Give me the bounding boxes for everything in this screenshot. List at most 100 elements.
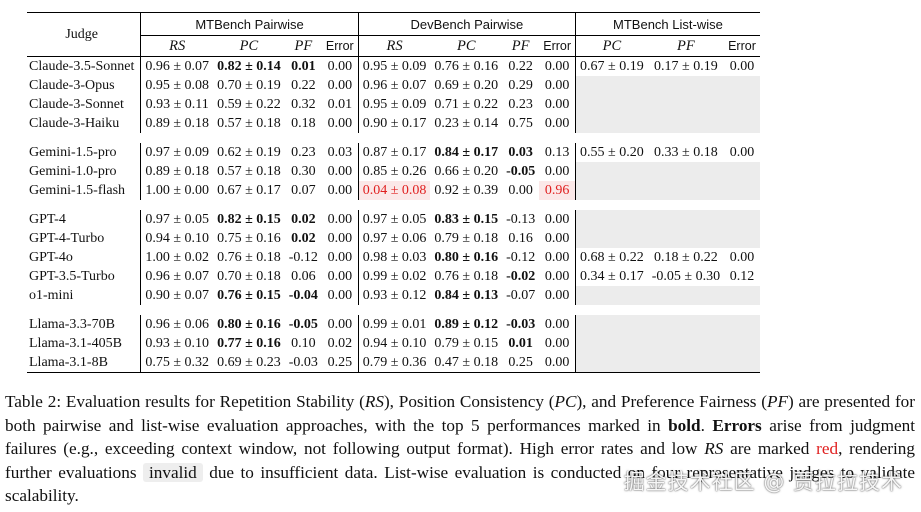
sub-header-pc: PC [213,35,285,57]
listwise-empty-cell [647,114,725,133]
sub-header-pf: PF [647,35,725,57]
devbench-pairwise-cell: 0.75 [508,116,533,131]
devbench-pairwise-cell: 0.71 ± 0.22 [434,97,499,112]
caption-pf: PF [766,392,788,411]
table-row: Llama-3.3-70B 0.96 ± 0.06 0.80 ± 0.16 -0.05… [27,315,760,334]
mtbench-pairwise-cell: 0.32 [291,97,316,112]
mtbench-pairwise-cell: 0.00 [327,116,353,131]
judge-name: Claude-3-Haiku [29,116,120,131]
caption-text: ), Position Consistency ( [383,392,555,411]
devbench-pairwise-cell: 0.47 ± 0.18 [430,353,503,373]
mtbench-pairwise-cell: 0.89 ± 0.18 [140,162,214,181]
mtbench-listwise-cell: 0.18 ± 0.22 [654,250,718,265]
listwise-empty-cell [724,334,760,353]
mtbench-pairwise-cell: 0.02 [291,231,316,246]
table-row: Llama-3.1-405B 0.93 ± 0.10 0.77 ± 0.16 0.10… [27,334,760,353]
judge-name: o1-mini [29,288,74,303]
devbench-pairwise-cell: 0.84 ± 0.17 [434,145,499,160]
judge-name: GPT-3.5-Turbo [29,269,115,284]
caption-text: arise from judgment failures (e.g., exce… [5,415,916,459]
mtbench-pairwise-cell: 0.30 [291,164,316,179]
mtbench-pairwise-cell: 0.18 [291,116,316,131]
sub-header-rs: RS [357,35,431,57]
mtbench-listwise-cell: 0.67 ± 0.19 [575,56,648,76]
mtbench-pairwise-cell: 0.82 ± 0.15 [217,212,281,227]
caption-red-word: red [816,439,839,458]
sub-header-row: RS PC PF Error RS PC PF Error PC PF Error [27,35,760,57]
listwise-empty-cell [724,114,760,133]
mtbench-listwise-cell: 0.12 [729,269,755,284]
devbench-pairwise-cell: 0.96 ± 0.07 [357,76,431,95]
caption-text: are marked [723,439,817,458]
section-separator [27,133,760,143]
judge-name: Llama-3.1-405B [29,336,122,351]
mtbench-pairwise-cell: 0.62 ± 0.19 [217,145,281,160]
mtbench-pairwise-cell: 0.00 [327,317,353,332]
devbench-pairwise-cell: 0.87 ± 0.17 [357,143,431,162]
group-header: MTBench Pairwise [140,12,359,36]
devbench-pairwise-cell: 0.01 [508,336,533,351]
table-caption: Table 2: Evaluation results for Repetiti… [5,390,915,508]
sub-header-pc: PC [430,35,503,57]
devbench-pairwise-cell: 0.03 [508,145,533,160]
mtbench-pairwise-cell: 0.96 ± 0.06 [140,315,214,334]
mtbench-pairwise-cell: 0.59 ± 0.22 [217,97,281,112]
devbench-pairwise-cell: 0.97 ± 0.06 [357,229,431,248]
devbench-pairwise-cell: 0.97 ± 0.05 [357,210,431,229]
mtbench-pairwise-cell: -0.03 [284,353,322,373]
devbench-pairwise-cell: 0.89 ± 0.12 [434,317,499,332]
mtbench-pairwise-cell: 0.76 ± 0.15 [217,288,281,303]
listwise-empty-cell [647,353,725,373]
judge-name: GPT-4 [29,212,66,227]
table-row: Gemini-1.5-flash 1.00 ± 0.00 0.67 ± 0.17 0.… [27,181,760,200]
mtbench-pairwise-cell: 0.03 [327,145,353,160]
mtbench-pairwise-cell: 0.00 [327,164,353,179]
mtbench-listwise-cell: 0.33 ± 0.18 [654,145,718,160]
mtbench-pairwise-cell: 0.96 ± 0.07 [140,267,214,286]
sub-header-error: Error [321,35,359,57]
judge-name: Claude-3.5-Sonnet [29,59,135,74]
mtbench-listwise-cell: 0.00 [729,250,755,265]
mtbench-listwise-cell: 0.00 [729,59,755,74]
table-row: Claude-3-Opus 0.95 ± 0.08 0.70 ± 0.19 0.22 0… [27,76,760,95]
devbench-pairwise-cell: 0.13 [544,145,570,160]
mtbench-pairwise-cell: 0.25 [321,353,359,373]
mtbench-pairwise-cell: -0.05 [288,317,318,332]
judge-name: Llama-3.1-8B [27,353,141,373]
listwise-empty-cell [724,210,760,229]
devbench-pairwise-cell: 0.25 [502,353,540,373]
listwise-empty-cell [575,315,648,334]
mtbench-pairwise-cell: 0.57 ± 0.18 [217,164,281,179]
caption-text: . [700,415,713,435]
listwise-empty-cell [647,210,725,229]
sub-header-pf: PF [502,35,540,57]
listwise-empty-cell [575,210,648,229]
mtbench-pairwise-cell: 0.70 ± 0.18 [217,269,281,284]
devbench-pairwise-cell: 0.83 ± 0.15 [434,212,499,227]
listwise-empty-cell [647,334,725,353]
sub-header-pc: PC [575,35,648,57]
listwise-empty-cell [647,315,725,334]
mtbench-pairwise-cell: 0.10 [291,336,316,351]
mtbench-pairwise-cell: 0.01 [327,97,353,112]
devbench-pairwise-cell: 0.00 [544,97,570,112]
judge-name: Llama-3.3-70B [29,317,115,332]
devbench-pairwise-cell: 0.79 ± 0.36 [357,353,431,373]
spacer-cell [27,200,760,210]
listwise-empty-cell [575,353,648,373]
mtbench-pairwise-cell: 1.00 ± 0.02 [140,248,214,267]
section-separator [27,200,760,210]
mtbench-listwise-cell: 0.00 [729,145,755,160]
section-separator [27,305,760,315]
caption-text: ), and Preference Fairness ( [576,392,767,411]
devbench-pairwise-cell: 0.00 [544,269,570,284]
mtbench-pairwise-cell: 0.97 ± 0.09 [140,143,214,162]
devbench-pairwise-cell: 0.00 [544,250,570,265]
mtbench-pairwise-cell: 0.70 ± 0.19 [217,78,281,93]
table-row: Claude-3-Haiku 0.89 ± 0.18 0.57 ± 0.18 0.18… [27,114,760,133]
mtbench-pairwise-cell: 0.23 [291,145,316,160]
mtbench-pairwise-cell: 0.93 ± 0.11 [140,95,214,114]
listwise-empty-cell [724,181,760,200]
mtbench-pairwise-cell: 0.00 [327,288,353,303]
mtbench-pairwise-cell: 0.00 [327,269,353,284]
